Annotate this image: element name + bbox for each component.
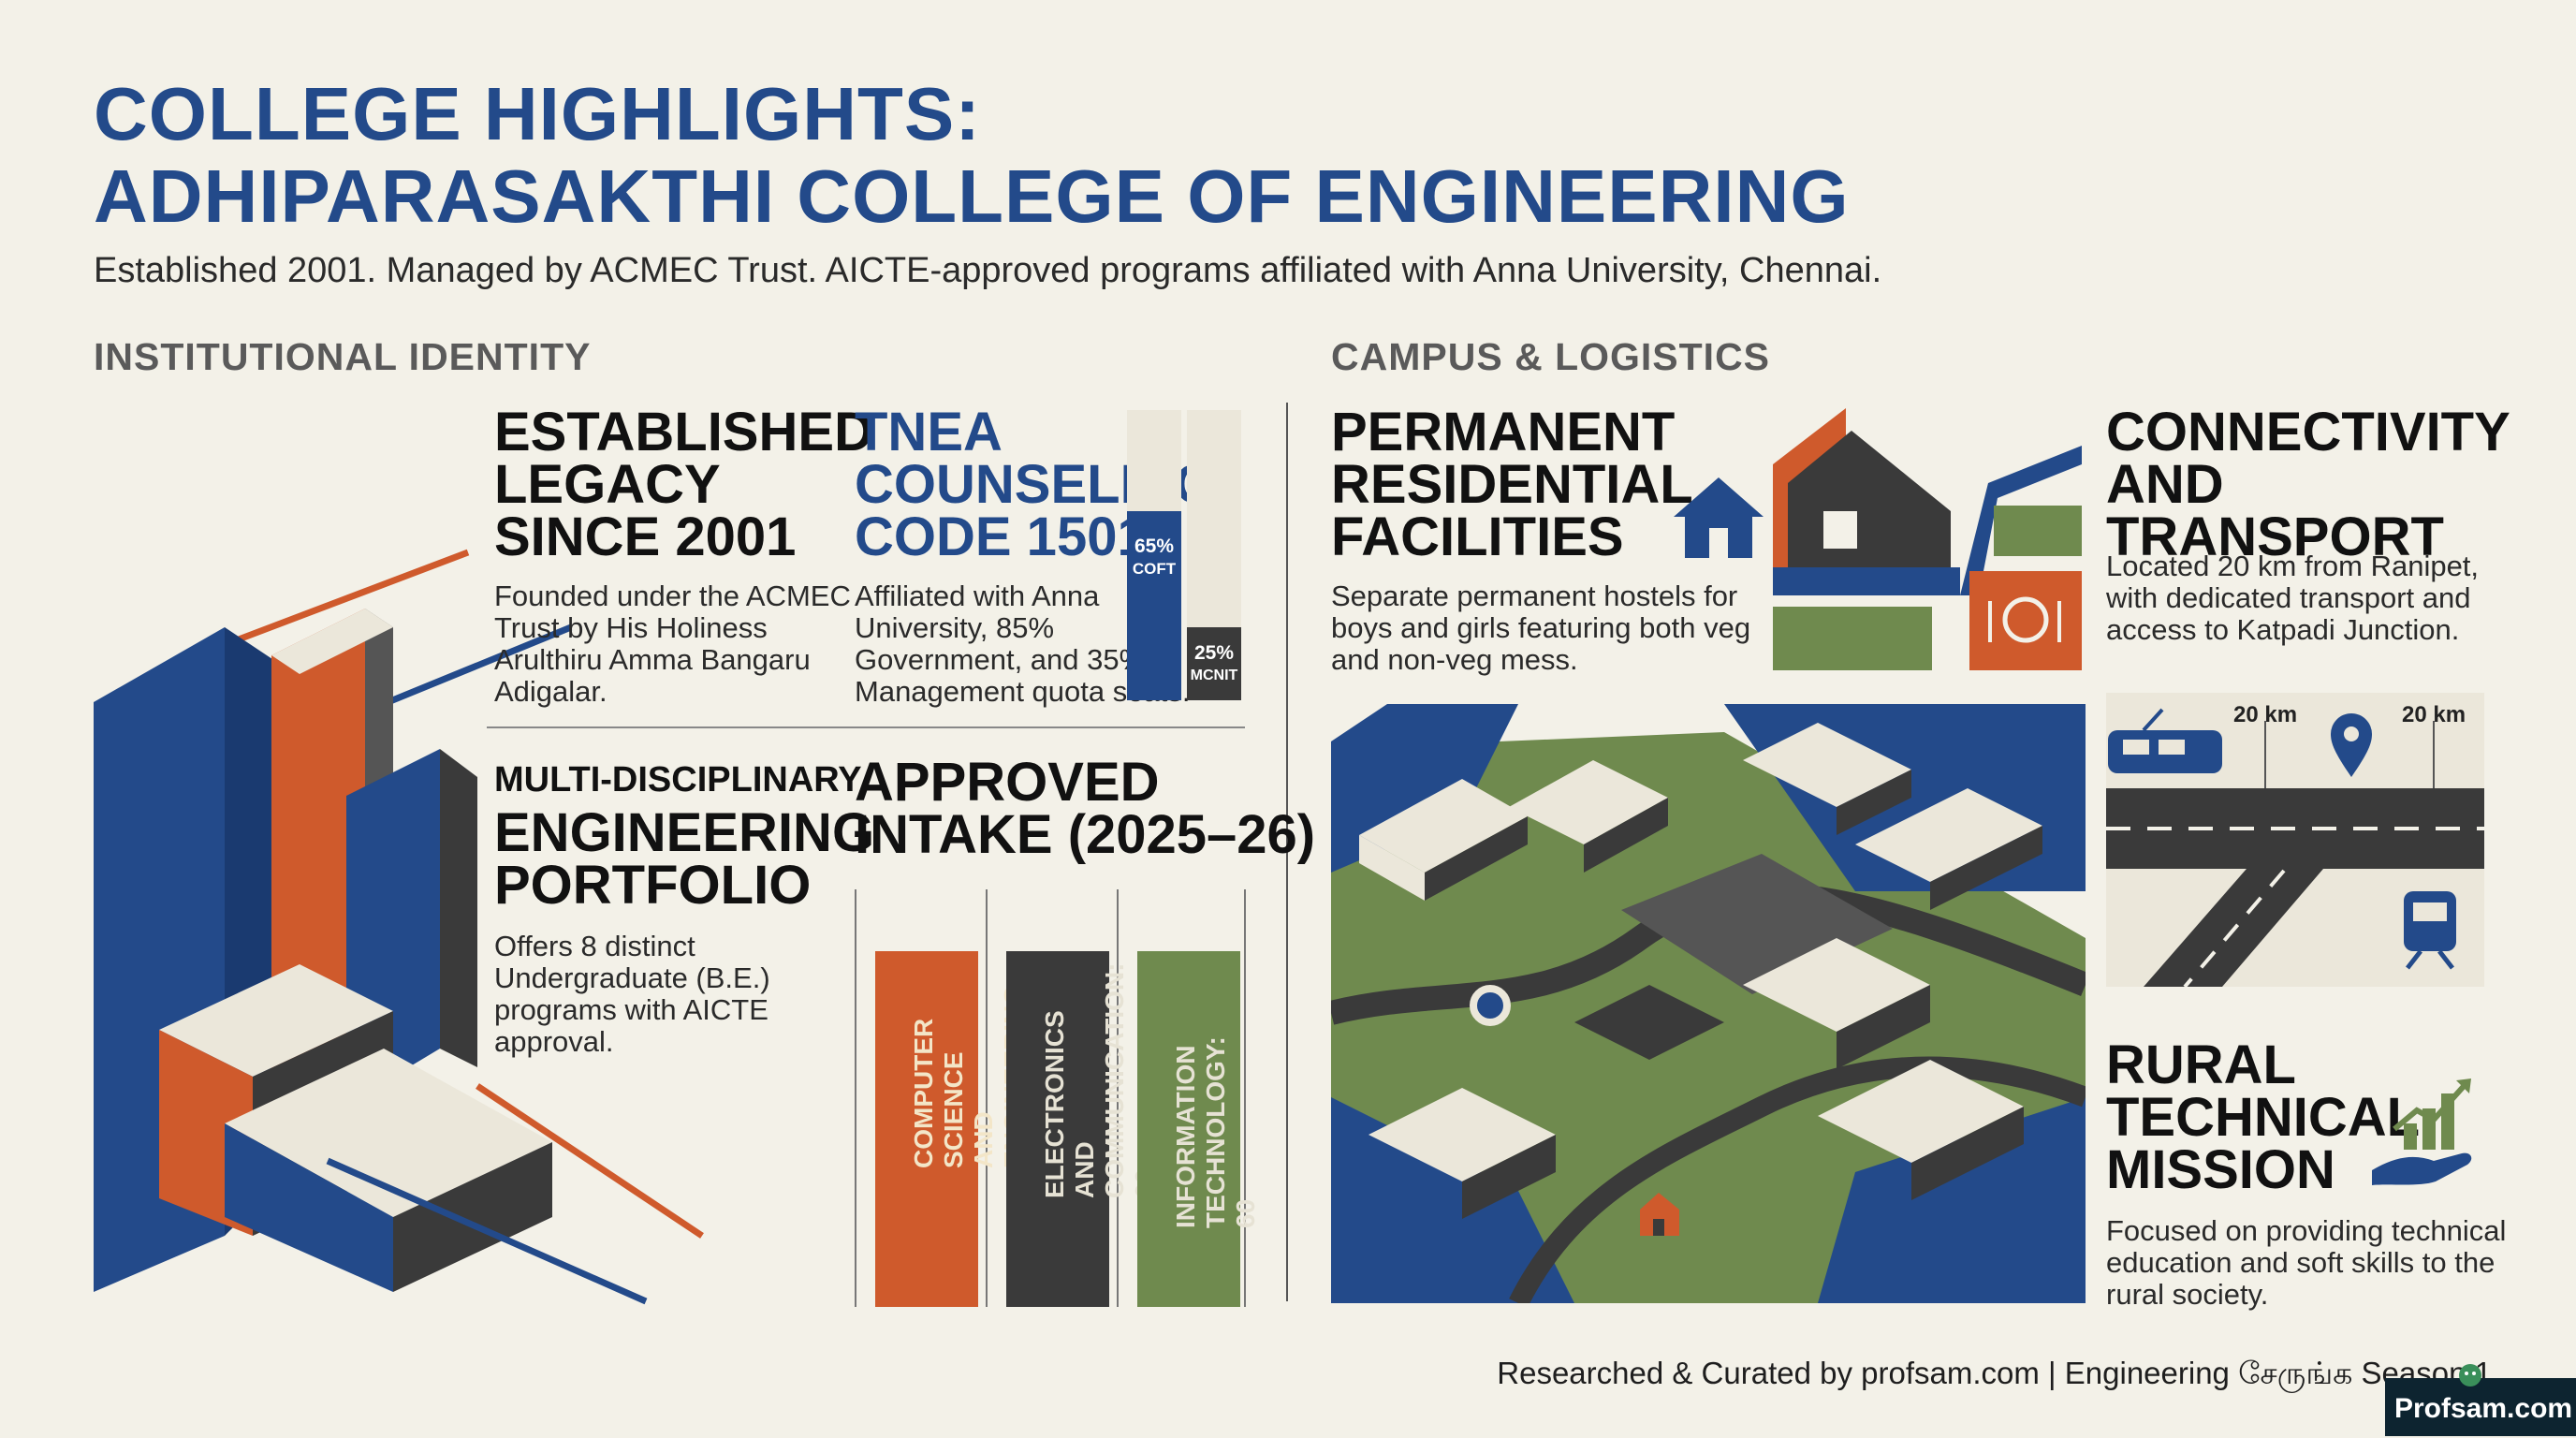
- legacy-heading-line-1: ESTABLISHED: [494, 402, 873, 462]
- intake-chart-axis-right: [1244, 889, 1246, 1307]
- rural-heading-line-1: RURAL: [2106, 1034, 2296, 1095]
- hostel-illustration: [1773, 408, 2082, 670]
- column-divider: [1286, 403, 1288, 1301]
- distance-label-right: 20 km: [2402, 702, 2466, 727]
- legacy-heading-line-3: SINCE 2001: [494, 506, 797, 567]
- section-heading-institutional: INSTITUTIONAL IDENTITY: [94, 335, 592, 378]
- quota-bar-coft-fill: 65% COFT: [1127, 511, 1181, 700]
- intake-chart-axis-left: [855, 889, 856, 1307]
- legacy-heading-line-2: LEGACY: [494, 454, 721, 515]
- page-title: COLLEGE HIGHLIGHTS: ADHIPARASAKTHI COLLE…: [94, 73, 1850, 238]
- portfolio-body-line-3: programs with AICTE: [494, 993, 768, 1026]
- legacy-body-line-1: Founded under the ACMEC: [494, 580, 851, 612]
- quota-mcnit-code: MCNIT: [1190, 668, 1238, 683]
- connectivity-heading: CONNECTIVITY AND TRANSPORT: [2106, 402, 2576, 567]
- distance-label-left: 20 km: [2233, 702, 2298, 727]
- tnea-heading-line-1: TNEA: [855, 402, 1003, 462]
- connectivity-body: Located 20 km from Ranipet, with dedicat…: [2106, 550, 2479, 646]
- rural-body-line-2: education and soft skills to the: [2106, 1246, 2496, 1279]
- quota-bar-mcnit-track: 25% MCNIT: [1187, 410, 1241, 700]
- intake-chart-gridline-2: [1117, 889, 1119, 1307]
- residential-heading-line-3: FACILITIES: [1331, 506, 1624, 567]
- quota-bar-mcnit-fill: 25% MCNIT: [1187, 627, 1241, 700]
- connectivity-body-line-1: Located 20 km from Ranipet,: [2106, 550, 2480, 582]
- portfolio-body-line-4: approval.: [494, 1025, 614, 1058]
- connectivity-heading-line-2: AND TRANSPORT: [2106, 454, 2444, 567]
- quota-coft-code: COFT: [1132, 560, 1177, 578]
- growth-hand-icon: [2372, 1078, 2472, 1185]
- portfolio-body-line-1: Offers 8 distinct: [494, 930, 695, 962]
- tnea-body-line-3: Government, and 35%: [855, 643, 1146, 676]
- legacy-heading: ESTABLISHED LEGACY SINCE 2001: [494, 402, 873, 567]
- intake-chart-gridline-1: [986, 889, 988, 1307]
- portfolio-heading-line-2: PORTFOLIO: [494, 855, 812, 916]
- rural-heading-line-3: MISSION: [2106, 1139, 2335, 1200]
- quota-mcnit-percent: 25%: [1193, 642, 1235, 664]
- quota-coft-percent: 65%: [1134, 536, 1175, 557]
- campus-map-illustration: [1331, 704, 2086, 1303]
- intake-heading-line-2: INTAKE (2025–26): [855, 804, 1316, 865]
- tram-icon: [2108, 708, 2222, 773]
- home-icon: [1674, 477, 1764, 558]
- tnea-heading-line-3: CODE 1501: [855, 506, 1148, 567]
- section-heading-campus: CAMPUS & LOGISTICS: [1331, 335, 1771, 378]
- legacy-body-line-2: Trust by His Holiness: [494, 611, 768, 644]
- title-line-1: COLLEGE HIGHLIGHTS:: [94, 72, 981, 155]
- intake-heading-line-1: APPROVED: [855, 752, 1160, 813]
- portfolio-body: Offers 8 distinct Undergraduate (B.E.) p…: [494, 931, 770, 1058]
- rural-body: Focused on providing technical education…: [2106, 1215, 2506, 1311]
- residential-heading-line-2: RESIDENTIAL: [1331, 454, 1693, 515]
- residential-body: Separate permanent hostels for boys and …: [1331, 580, 1750, 676]
- residential-body-line-3: and non-veg mess.: [1331, 643, 1578, 676]
- title-line-2: ADHIPARASAKTHI COLLEGE OF ENGINEERING: [94, 154, 1850, 238]
- mascot-icon: [2459, 1364, 2481, 1387]
- isometric-blocks-illustration: [94, 549, 704, 1305]
- intake-bar-ece: ELECTRONICS AND COMMUNICATION: 60: [1006, 951, 1159, 1307]
- residential-heading-line-1: PERMANENT: [1331, 402, 1676, 462]
- rural-body-line-3: rural society.: [2106, 1278, 2269, 1311]
- train-icon: [2404, 891, 2456, 970]
- profsam-badge[interactable]: Profsam.com: [2385, 1364, 2576, 1436]
- row-divider: [487, 726, 1245, 728]
- legacy-body-line-4: Adigalar.: [494, 675, 607, 708]
- portfolio-heading: ENGINEERING PORTFOLIO: [494, 802, 875, 916]
- portfolio-body-line-2: Undergraduate (B.E.): [494, 961, 770, 994]
- intake-label-it: INFORMATION TECHNOLOGY: 60: [1171, 1036, 1260, 1228]
- subtitle: Established 2001. Managed by ACMEC Trust…: [94, 251, 1882, 290]
- intake-bar-cse: COMPUTER SCIENCE AND ENGINEERING: 60: [875, 951, 1058, 1307]
- quota-bar-coft-track: 65% COFT: [1127, 410, 1181, 700]
- intake-chart: COMPUTER SCIENCE AND ENGINEERING: 60 ELE…: [855, 889, 1260, 1307]
- legacy-body-line-3: Arulthiru Amma Bangaru: [494, 643, 811, 676]
- small-house-icon: [1640, 1193, 1679, 1236]
- rural-body-line-1: Focused on providing technical: [2106, 1214, 2507, 1247]
- tnea-body-line-1: Affiliated with Anna: [855, 580, 1100, 612]
- rural-heading-line-2: TECHNICAL: [2106, 1087, 2421, 1148]
- intake-heading: APPROVED INTAKE (2025–26): [855, 752, 1316, 865]
- connectivity-body-line-2: with dedicated transport and: [2106, 581, 2471, 614]
- dining-icon: [1969, 571, 2082, 670]
- rural-heading: RURAL TECHNICAL MISSION: [2106, 1034, 2421, 1200]
- portfolio-heading-top: MULTI-DISCIPLINARY: [494, 760, 862, 800]
- connectivity-body-line-3: access to Katpadi Junction.: [2106, 613, 2460, 646]
- residential-heading: PERMANENT RESIDENTIAL FACILITIES: [1331, 402, 1693, 567]
- location-pin-icon: [2331, 713, 2372, 777]
- footer-credit: Researched & Curated by profsam.com | En…: [1497, 1356, 2492, 1390]
- badge-label: Profsam.com: [2394, 1393, 2573, 1424]
- connectivity-heading-line-1: CONNECTIVITY: [2106, 402, 2510, 462]
- intake-bar-it: INFORMATION TECHNOLOGY: 60: [1137, 951, 1260, 1307]
- portfolio-heading-line-1: ENGINEERING: [494, 802, 875, 863]
- residential-body-line-2: boys and girls featuring both veg: [1331, 611, 1751, 644]
- legacy-body: Founded under the ACMEC Trust by His Hol…: [494, 580, 851, 708]
- tnea-body: Affiliated with Anna University, 85% Gov…: [855, 580, 1190, 708]
- residential-body-line-1: Separate permanent hostels for: [1331, 580, 1738, 612]
- transport-map: [2106, 693, 2484, 987]
- tnea-body-line-2: University, 85%: [855, 611, 1055, 644]
